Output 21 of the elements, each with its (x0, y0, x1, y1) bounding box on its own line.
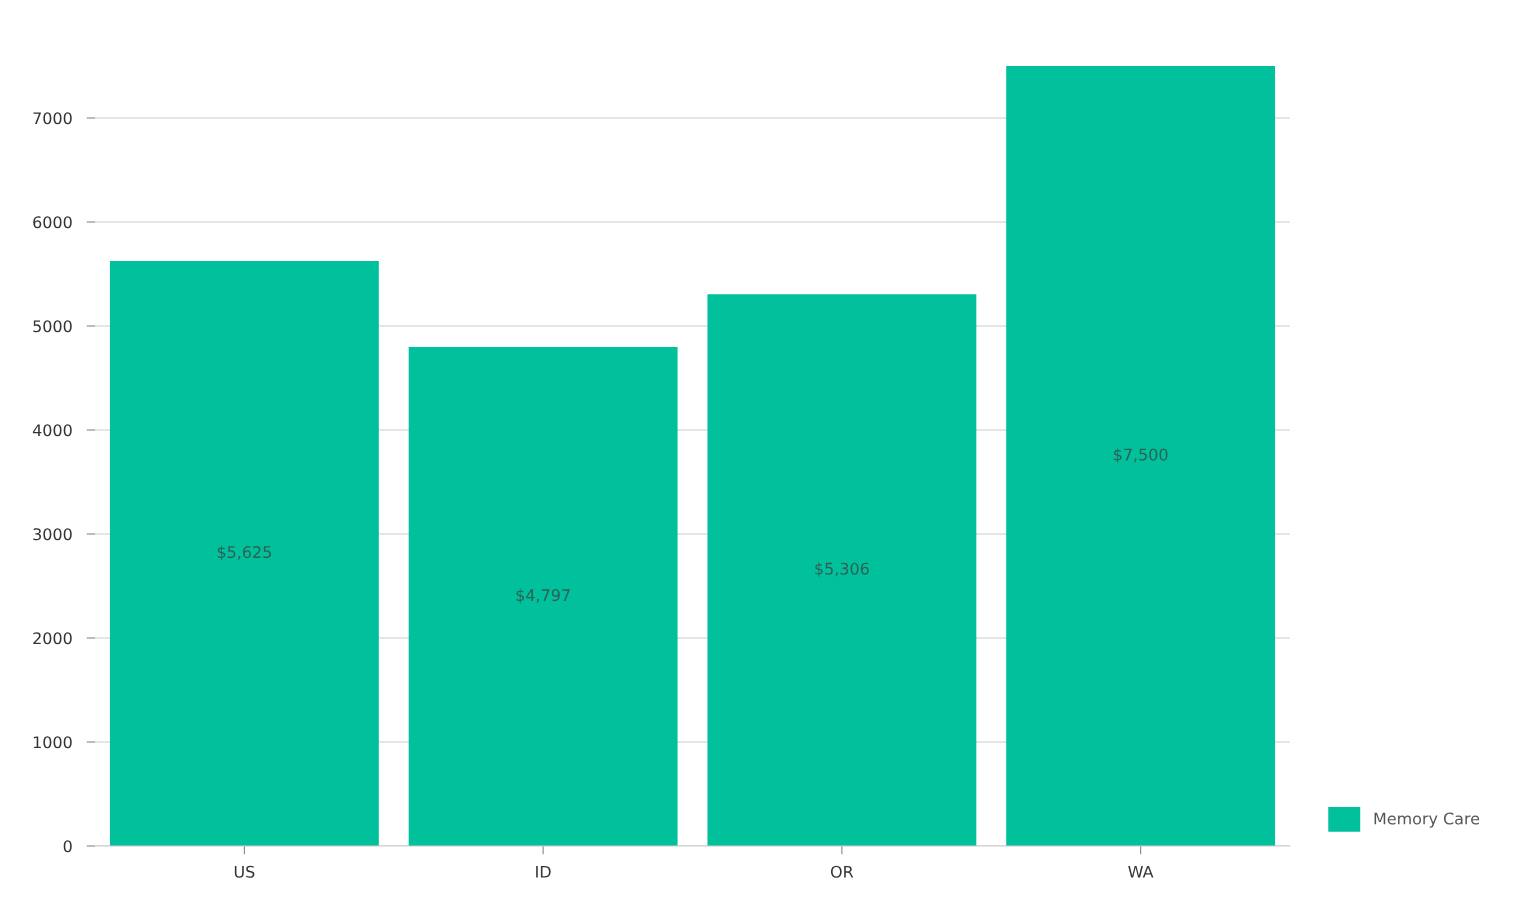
x-tick-label: OR (830, 865, 854, 878)
y-tick-label: 3000 (33, 528, 72, 541)
legend-label: Memory Care (1374, 812, 1480, 828)
y-tick-label: 7000 (33, 112, 72, 125)
y-tick-label: 5000 (33, 320, 72, 333)
y-tick-label: 2000 (33, 632, 72, 645)
data-label: $4,797 (516, 588, 570, 604)
y-tick-label: 0 (63, 840, 72, 853)
x-tick-label: ID (536, 865, 551, 878)
x-tick-label: WA (1128, 865, 1154, 878)
bar (1006, 66, 1276, 846)
data-label: $5,306 (815, 562, 869, 577)
y-tick-label: 1000 (33, 736, 72, 749)
data-label: $7,500 (1114, 448, 1168, 463)
bar (408, 347, 678, 846)
y-tick-label: 4000 (32, 424, 72, 437)
data-label: $5,625 (217, 545, 271, 561)
bar (707, 294, 977, 846)
bar (109, 261, 379, 846)
y-tick-label: 6000 (33, 216, 72, 229)
x-tick-label: US (234, 865, 255, 878)
